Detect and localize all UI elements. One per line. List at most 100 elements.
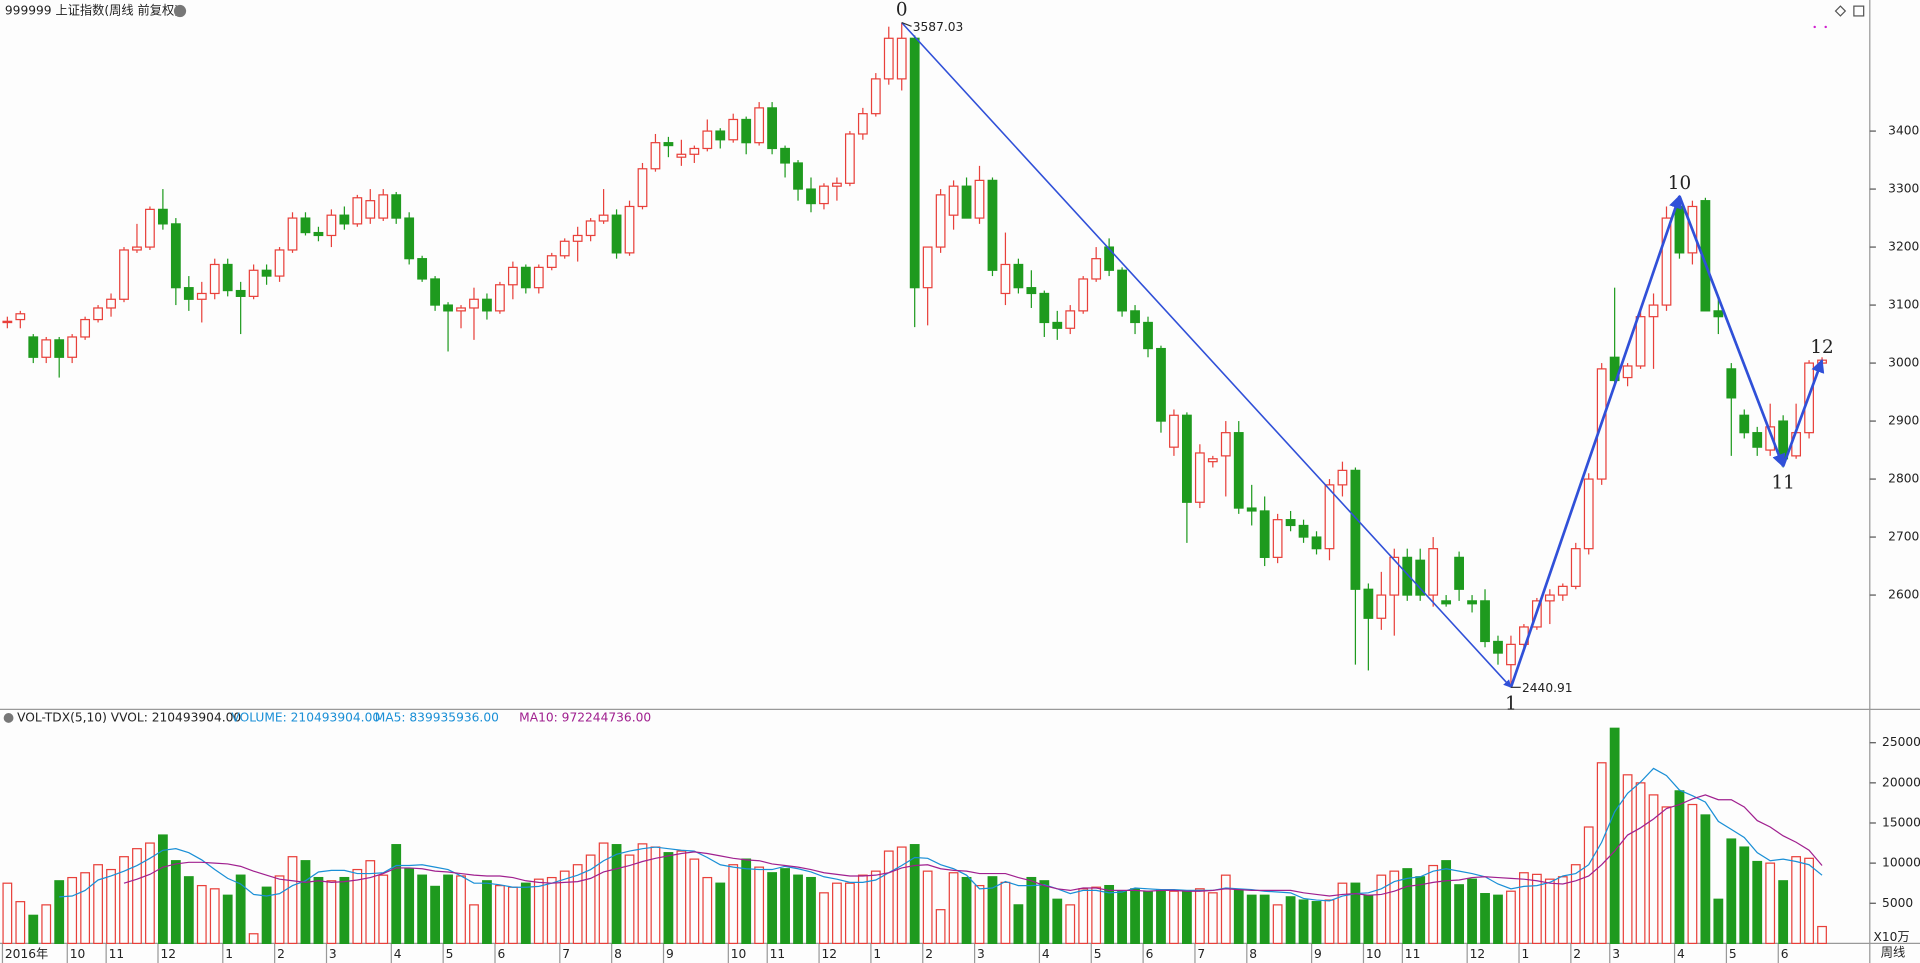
volume-bar [1804,857,1814,945]
candle-body [54,339,65,358]
candle-body [533,266,544,289]
toolbar-icon[interactable] [1834,5,1847,17]
volume-bar [145,842,155,945]
x-tick-label: 12 [822,947,838,961]
candle-body [15,313,26,321]
volume-bar [1700,814,1711,945]
volume-bar [15,901,26,945]
x-tick-label: 10 [731,947,747,961]
volume-bar [1324,899,1335,945]
volume-bar [1415,876,1426,945]
volume-bar [93,864,103,945]
volume-bar [533,878,544,945]
volume-bar [1143,890,1153,945]
candle-body [1078,278,1089,312]
volume-bar [1765,862,1776,945]
volume-bar [119,856,129,945]
x-tick-label: 6 [1146,947,1154,961]
x-tick-label: 7 [1197,947,1205,961]
candle-body [1181,414,1192,503]
candle-body [1298,524,1309,538]
volume-bar [793,874,803,945]
candle-body [1752,432,1763,448]
volume-bar [663,852,674,945]
candle-body [352,197,363,225]
volume-bar [170,860,181,945]
candle-body [132,246,142,251]
x-tick-label: 2 [277,947,285,961]
candle-body [819,185,829,205]
candle-body [28,336,39,358]
volume-bar [274,875,285,945]
candle-body [404,217,415,260]
candle-body [430,278,440,306]
ma10-line [123,794,1823,897]
period-label[interactable]: 周线 [1881,946,1905,960]
x-tick-label: 8 [614,947,622,961]
x-tick-label: 11 [770,947,786,961]
candle-body [1117,269,1127,312]
x-tick-label: 10 [1366,947,1382,961]
volume-bar [1376,874,1387,945]
x-tick-label: 11 [1405,947,1421,961]
candle-body [1389,556,1400,596]
candle-body [1052,321,1063,329]
candle-body [1402,556,1413,596]
candle-body [261,269,272,277]
x-tick-label: 5 [1094,947,1102,961]
candle-body [1091,258,1102,280]
candle-body [1635,316,1646,367]
candle-body [326,214,337,237]
volume-bar [806,876,816,945]
candle-body [1557,585,1568,596]
candle-body [715,130,726,141]
volume-bar [1246,894,1257,945]
volume-bar [456,875,466,945]
candle-body [572,234,583,242]
volume-bar [1493,894,1503,945]
menu-icon[interactable] [3,713,14,723]
volume-bar [611,844,622,945]
volume-bar [1428,864,1439,945]
candle-body [1000,263,1011,295]
candle-body [80,318,91,338]
candle-body [313,231,324,237]
volume-bar [650,846,661,945]
y-tick-label: 3100 [1888,298,1919,312]
volume-bar [1233,889,1244,945]
volume-bar [1169,890,1179,945]
candle-body [1156,347,1166,422]
volume-bar [157,834,168,945]
candle-body [443,304,453,312]
volume-bar [1454,884,1464,945]
volume-bar [1687,803,1698,945]
toolbar-icon[interactable] [1853,5,1865,17]
volume-bar [28,914,39,945]
volume-bar [41,904,52,945]
volume-bar [132,848,142,945]
volume-bar [1078,888,1089,945]
volume-bar [339,876,350,945]
volume-bar [857,874,868,945]
candle-body [585,220,596,237]
candle-body [1337,469,1348,486]
candle-body [456,307,466,312]
candle-body [935,194,946,248]
candle-body [1480,600,1490,643]
menu-icon[interactable] [173,4,187,18]
vol-unit: X10万 [1873,930,1909,944]
wave-label: 0 [896,0,908,20]
volume-bar [935,909,946,945]
vol-tick-label: 15000 [1882,815,1920,829]
volume-bar [754,866,765,945]
candle-body [896,37,907,80]
x-tick-label: 7 [562,947,570,961]
volume-bar [1026,876,1037,945]
candle-body [1506,643,1516,666]
candle-body [1143,321,1153,350]
candle-body [832,182,842,187]
volume-bar [1506,890,1516,945]
x-tick-label: 2016年 [5,947,48,961]
volume-bar [106,868,116,945]
